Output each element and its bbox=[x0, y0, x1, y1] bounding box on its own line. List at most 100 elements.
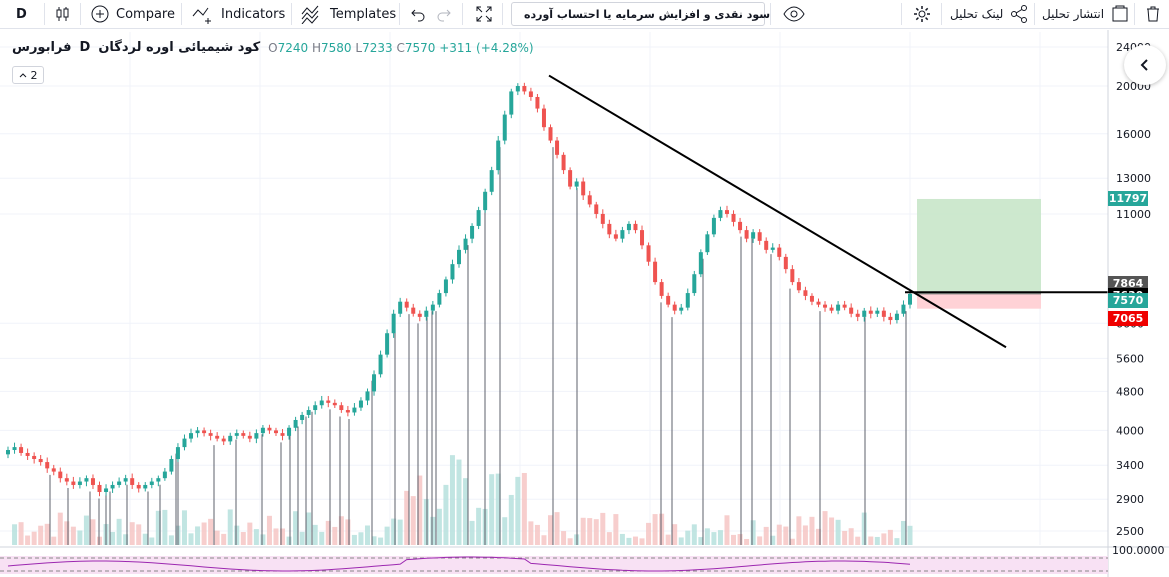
toolbar-divider bbox=[181, 3, 182, 25]
templates-button[interactable]: Templates bbox=[294, 0, 402, 28]
candle bbox=[280, 429, 285, 441]
legend-exchange: فرابورس bbox=[12, 40, 72, 55]
scroll-left-button[interactable] bbox=[1124, 45, 1166, 85]
volume-bar bbox=[802, 525, 808, 545]
candle-body bbox=[391, 313, 396, 334]
candle bbox=[881, 307, 886, 322]
publish-button[interactable]: انتشار تحلیل bbox=[1036, 0, 1136, 28]
redo-button[interactable] bbox=[430, 0, 458, 28]
candle bbox=[117, 477, 122, 488]
candle bbox=[738, 217, 743, 234]
candle-body bbox=[515, 86, 520, 92]
interval-label: D bbox=[16, 6, 27, 22]
candle-body bbox=[306, 410, 311, 415]
volume-bar bbox=[698, 537, 704, 545]
candle-body bbox=[842, 304, 847, 308]
delete-button[interactable] bbox=[1138, 0, 1168, 28]
candle-body bbox=[620, 230, 625, 239]
legend-open: 7240 bbox=[277, 40, 309, 55]
candle bbox=[430, 300, 435, 315]
candle-body bbox=[254, 433, 259, 439]
drawings[interactable] bbox=[548, 74, 1108, 349]
volume-bar bbox=[378, 537, 384, 545]
volume-bar bbox=[672, 524, 678, 545]
interval-button[interactable]: D bbox=[10, 0, 33, 28]
candle-body bbox=[319, 400, 324, 406]
share-link-label: لینک تحلیل bbox=[950, 7, 1004, 21]
volume-bar bbox=[345, 519, 351, 545]
indicators-button[interactable]: Indicators bbox=[185, 0, 291, 28]
price-tick-label: 5600 bbox=[1116, 352, 1144, 365]
candle bbox=[842, 300, 847, 311]
volume-bar bbox=[280, 528, 286, 545]
volume-bar bbox=[97, 536, 103, 545]
candle bbox=[522, 82, 527, 95]
toolbar-divider bbox=[44, 3, 45, 25]
candle-body bbox=[143, 484, 148, 489]
candle-body bbox=[372, 374, 377, 392]
compare-button[interactable]: Compare bbox=[84, 0, 181, 28]
chart-type-button[interactable] bbox=[48, 0, 78, 28]
volume-bar bbox=[325, 520, 331, 545]
candle-body bbox=[855, 313, 860, 317]
candle-body bbox=[64, 478, 69, 482]
candle bbox=[829, 304, 834, 314]
candle-body bbox=[718, 210, 723, 218]
share-link-button[interactable]: لینک تحلیل bbox=[944, 0, 1035, 28]
visibility-button[interactable] bbox=[776, 0, 812, 28]
volume-bar bbox=[561, 531, 567, 545]
candle bbox=[868, 306, 873, 319]
volume-bar bbox=[724, 515, 730, 545]
candle bbox=[862, 307, 867, 322]
candle-body bbox=[260, 427, 265, 434]
candle-body bbox=[875, 310, 880, 314]
candle bbox=[620, 226, 625, 243]
volume-bar bbox=[528, 521, 534, 545]
settings-button[interactable] bbox=[906, 0, 938, 28]
candle bbox=[339, 402, 344, 413]
volume-bar bbox=[508, 494, 514, 545]
candle-body bbox=[443, 279, 448, 294]
chevron-left-icon bbox=[1140, 59, 1148, 71]
volume-bar bbox=[456, 459, 462, 545]
volume-bar bbox=[273, 528, 279, 545]
compare-label: Compare bbox=[116, 6, 175, 22]
candle bbox=[385, 329, 390, 358]
candle bbox=[803, 286, 808, 301]
candle-body bbox=[581, 181, 586, 196]
candle bbox=[548, 124, 553, 144]
undo-button[interactable] bbox=[404, 0, 432, 28]
candle-body bbox=[90, 478, 95, 485]
candle-body bbox=[130, 478, 135, 485]
candle bbox=[633, 220, 638, 234]
collapse-legend-button[interactable]: 2 bbox=[12, 66, 44, 84]
volume-bar bbox=[600, 512, 606, 545]
candle-body bbox=[836, 304, 841, 311]
volume-bar bbox=[332, 526, 338, 545]
strategy-select[interactable]: سود نقدی و افزایش سرمایه یا احتساب آورده bbox=[511, 2, 770, 26]
toolbar-divider bbox=[1034, 3, 1035, 25]
candle-body bbox=[25, 452, 30, 456]
volume-bar bbox=[162, 509, 168, 545]
candle bbox=[653, 257, 658, 285]
candle bbox=[587, 190, 592, 208]
fullscreen-button[interactable] bbox=[468, 0, 500, 28]
price-chart[interactable]: 2400020000160001300011000660056004800400… bbox=[0, 30, 1169, 577]
candle-body bbox=[300, 414, 305, 420]
candle bbox=[875, 307, 880, 317]
volume-bar bbox=[534, 524, 540, 545]
candle bbox=[555, 136, 560, 159]
volume-bar bbox=[319, 531, 325, 545]
candle bbox=[45, 457, 50, 473]
stop-price-tag: 7065 bbox=[1108, 310, 1148, 326]
candle-body bbox=[149, 481, 154, 485]
toolbar-divider bbox=[462, 3, 463, 25]
candle bbox=[594, 201, 599, 219]
candle bbox=[241, 430, 246, 439]
volume-bar bbox=[129, 522, 135, 545]
legend-close: 7570 bbox=[404, 40, 436, 55]
volume-bar bbox=[691, 524, 697, 545]
volume-bar bbox=[796, 516, 802, 545]
candle bbox=[156, 475, 161, 487]
candles-icon bbox=[56, 7, 69, 21]
